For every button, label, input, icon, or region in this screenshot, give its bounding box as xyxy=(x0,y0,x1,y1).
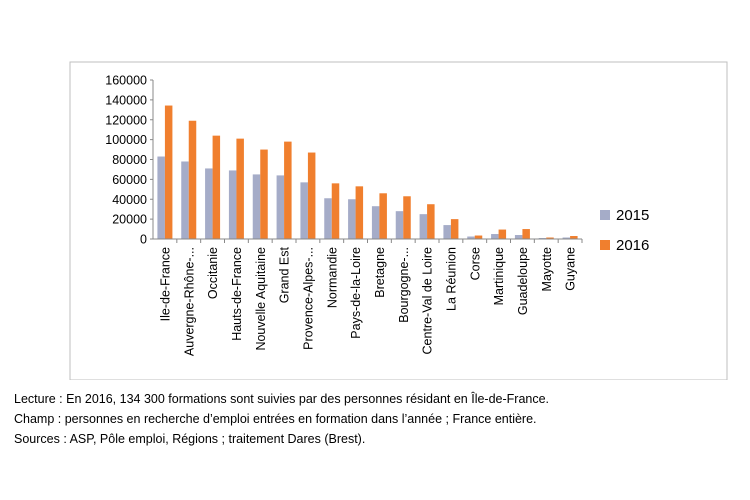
y-tick-label: 20000 xyxy=(112,213,147,227)
y-tick-label: 80000 xyxy=(112,153,147,167)
bar-2016 xyxy=(570,236,578,239)
bar-2016 xyxy=(379,193,387,239)
x-category-label: Guyane xyxy=(564,247,578,291)
note-lecture: Lecture : En 2016, 134 300 formations so… xyxy=(14,392,550,406)
bar-2015 xyxy=(395,211,404,239)
bar-2016 xyxy=(284,141,292,239)
x-category-label: Ile-de-France xyxy=(158,247,172,321)
bar-chart: 0 20000 40000 60000 80000 100000 120000 140000 1… xyxy=(69,61,728,380)
x-category-label: Hauts-de-France xyxy=(230,247,244,341)
bar-2015 xyxy=(252,174,261,239)
x-category-label: Guadeloupe xyxy=(516,247,530,315)
bar-2016 xyxy=(546,237,554,239)
y-tick-label: 100000 xyxy=(105,133,147,147)
bar-2015 xyxy=(157,156,165,239)
bar-2015 xyxy=(228,170,237,239)
bar-2015 xyxy=(491,234,499,239)
bar-2016 xyxy=(307,152,316,239)
note-champ: Champ : personnes en recherche d’emploi … xyxy=(14,412,537,426)
y-tick-label: 120000 xyxy=(105,113,147,127)
bar-2015 xyxy=(276,175,285,239)
legend-swatch-2015 xyxy=(600,210,610,220)
bar-2015 xyxy=(562,237,571,239)
chart-border xyxy=(69,61,728,380)
bar-2016 xyxy=(212,135,221,239)
bar-2015 xyxy=(324,198,332,239)
x-category-label: Grand Est xyxy=(278,246,292,303)
x-category-label: Provence-Alpes-... xyxy=(301,247,315,350)
bar-2015 xyxy=(419,214,428,239)
x-category-label: Occitanie xyxy=(206,247,220,299)
legend-label-2015: 2015 xyxy=(616,206,650,224)
chart-area: 0 20000 40000 60000 80000 100000 120000 140000 1… xyxy=(69,61,728,380)
bar-2016 xyxy=(260,149,268,239)
y-tick-label: 40000 xyxy=(112,193,147,207)
bar-2016 xyxy=(450,219,459,239)
bar-2015 xyxy=(514,235,523,239)
x-category-label: Centre-Val de Loire xyxy=(421,247,435,355)
bar-2016 xyxy=(427,204,435,239)
bar-2016 xyxy=(188,120,197,239)
note-sources: Sources : ASP, Pôle emploi, Régions ; tr… xyxy=(14,432,366,446)
bar-2015 xyxy=(443,225,451,239)
bar-2016 xyxy=(498,229,507,239)
bar-2016 xyxy=(522,229,530,239)
bar-2016 xyxy=(164,105,173,240)
bar-2015 xyxy=(467,236,475,239)
x-category-label: Pays-de-la-Loire xyxy=(349,247,363,339)
x-category-label: Corse xyxy=(468,247,482,280)
y-tick-label: 160000 xyxy=(105,74,147,88)
bar-2016 xyxy=(474,235,483,239)
legend-label-2016: 2016 xyxy=(616,236,650,254)
x-category-label: Mayotte xyxy=(540,247,554,292)
legend-item-2015: 2015 xyxy=(600,200,720,230)
legend-swatch-2016 xyxy=(600,240,610,250)
x-category-label: Bretagne xyxy=(373,247,387,298)
x-category-label: Martinique xyxy=(492,247,506,305)
legend-item-2016: 2016 xyxy=(600,230,720,260)
x-category-label: Bourgogne-... xyxy=(397,247,411,323)
bar-2015 xyxy=(205,168,213,239)
bar-2016 xyxy=(403,196,411,239)
bar-2016 xyxy=(236,138,244,239)
legend: 2015 2016 xyxy=(600,200,720,260)
y-tick-label: 0 xyxy=(140,233,147,247)
x-category-label: Nouvelle Aquitaine xyxy=(254,247,268,351)
chart-notes: Lecture : En 2016, 134 300 formations so… xyxy=(14,389,734,449)
bar-2016 xyxy=(355,186,364,239)
x-category-label: Auvergne-Rhône-... xyxy=(182,247,196,356)
bar-2015 xyxy=(181,161,189,239)
bar-2015 xyxy=(300,182,308,239)
y-tick-label: 140000 xyxy=(105,93,147,107)
bar-2015 xyxy=(348,199,356,239)
x-category-label: La Réunion xyxy=(444,247,458,311)
x-category-label: Normandie xyxy=(325,247,339,308)
bar-2015 xyxy=(371,206,380,239)
bar-2016 xyxy=(331,183,340,239)
y-tick-label: 60000 xyxy=(112,173,147,187)
